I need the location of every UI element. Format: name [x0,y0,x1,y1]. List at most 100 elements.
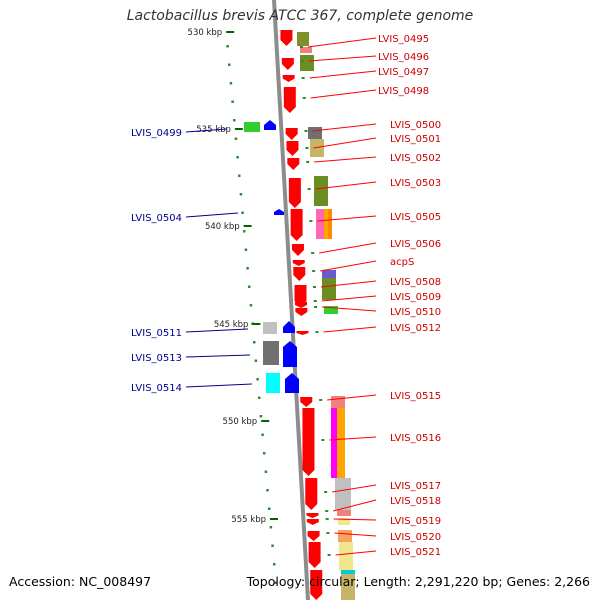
forward-cds-arrow [310,570,323,600]
forward-gene-leader [335,550,377,556]
forward-gene-leader [323,326,377,333]
forward-gene-leader [317,215,377,222]
ruler-tick [249,304,253,307]
forward-cds-arrow [286,141,299,156]
ruler-tick [247,285,251,288]
ruler-tick [236,156,239,159]
feature-tick [325,518,329,520]
forward-cds-arrow [281,58,294,70]
genome-backbone [272,0,310,600]
ruler-tick [231,100,234,103]
feature-block [314,176,328,206]
ruler-tick [269,526,273,529]
feature-tick [309,220,313,222]
feature-block [308,127,322,139]
ruler-tick [254,359,258,362]
feature-block [244,122,260,132]
feature-block [331,396,345,408]
forward-cds-arrow [287,158,300,170]
feature-tick [326,532,330,534]
forward-gene-leader [314,156,377,163]
feature-block [338,518,350,525]
ruler-tick [241,211,244,214]
forward-gene-label: LVIS_0512 [390,323,441,334]
feature-block [335,478,351,510]
feature-block [322,270,336,278]
feature-tick [304,130,308,132]
feature-tick [313,286,317,288]
forward-gene-leader [320,280,377,288]
ruler-label: 540 kbp [205,222,240,232]
ruler-tick [229,82,233,85]
forward-cds-arrow [280,30,293,46]
reverse-gene-label: LVIS_0514 [131,383,182,394]
forward-cds-arrow [288,178,301,208]
ruler-tick [228,63,231,66]
feature-block [337,510,351,516]
reverse-gene-label: LVIS_0504 [131,213,182,224]
feature-block [316,209,324,239]
forward-gene-leader [308,55,377,62]
forward-gene-label: LVIS_0510 [390,307,441,318]
ruler-tick [233,119,236,122]
reverse-gene-leader [185,128,228,133]
forward-cds-arrow [308,542,321,568]
feature-tick [305,147,309,149]
forward-gene-label: LVIS_0519 [390,516,441,527]
forward-gene-label: LVIS_0521 [390,547,441,558]
feature-block [328,209,332,239]
forward-gene-leader [321,295,377,302]
feature-tick [312,270,316,272]
ruler-tick [234,137,238,140]
forward-gene-leader [332,484,377,493]
forward-gene-leader [309,70,377,79]
summary-text: Topology: circular; Length: 2,291,220 bp… [246,574,590,589]
forward-gene-leader [329,436,377,441]
forward-gene-leader [313,137,377,149]
forward-cds-arrow [296,331,309,335]
feature-block [324,209,328,239]
forward-gene-label: LVIS_0505 [390,212,441,223]
forward-gene-leader [333,499,377,512]
feature-tick [299,46,303,48]
forward-gene-leader [312,123,377,132]
forward-gene-leader [322,306,377,312]
feature-tick [302,97,306,99]
forward-gene-label: acpS [390,257,414,268]
feature-tick [325,510,329,512]
ruler-tick [238,174,241,177]
feature-tick [315,331,319,333]
forward-cds-arrow [283,87,296,113]
forward-cds-arrow [305,478,318,510]
forward-cds-arrow [294,285,307,307]
feature-block [338,530,352,542]
forward-gene-label: LVIS_0518 [390,496,441,507]
ruler-tick [239,193,243,196]
reverse-cds-arrow [283,321,295,333]
ruler-tick [261,433,264,436]
reverse-cds-arrow [264,120,276,130]
forward-gene-label: LVIS_0509 [390,292,441,303]
feature-tick [319,399,323,401]
ruler-tick [243,230,246,233]
reverse-cds-arrow [274,209,284,215]
reverse-gene-label: LVIS_0499 [131,128,182,139]
forward-gene-label: LVIS_0502 [390,153,441,164]
feature-tick [314,306,318,308]
feature-block [341,570,355,574]
forward-gene-label: LVIS_0506 [390,239,441,250]
forward-gene-leader [315,181,377,190]
forward-gene-label: LVIS_0497 [378,67,429,78]
feature-block [322,278,336,300]
forward-gene-leader [334,532,377,537]
forward-gene-label: LVIS_0515 [390,391,441,402]
ruler-tick [244,248,248,251]
feature-block [339,542,353,570]
ruler-label: 530 kbp [188,28,223,38]
ruler-label: 550 kbp [223,417,258,427]
ruler-label: 555 kbp [231,515,266,525]
ruler-tick [252,341,256,344]
forward-gene-leader [319,242,377,254]
feature-tick [301,77,305,79]
